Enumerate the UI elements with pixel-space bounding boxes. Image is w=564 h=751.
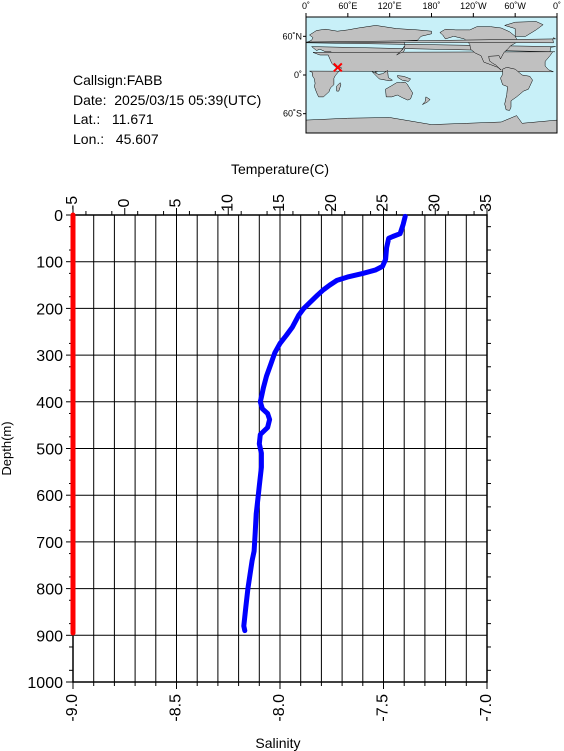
map-lat-label: 60˚S — [283, 109, 302, 119]
temperature-tick-label: -5 — [64, 196, 81, 210]
temperature-tick-label: 25 — [375, 194, 392, 212]
temperature-tick-label: 15 — [271, 194, 288, 212]
map-lon-label: 0˚ — [553, 1, 561, 11]
map-landmass — [306, 37, 557, 44]
callsign-text: Callsign:FABB — [73, 72, 163, 88]
depth-tick-label: 500 — [36, 442, 63, 459]
date-text: Date: 2025/03/15 05:39(UTC) — [73, 91, 262, 108]
latitude-text: Lat.: 11.671 — [73, 111, 154, 127]
map-lon-label: 0˚ — [302, 1, 310, 11]
depth-tick-label: 200 — [36, 301, 63, 318]
salinity-axis-label: Salinity — [255, 735, 300, 751]
station-marker — [333, 62, 343, 73]
map-lon-label: 120˚E — [378, 1, 402, 11]
salinity-tick-label: -8.5 — [168, 694, 185, 722]
map-lon-label: 60˚E — [338, 1, 357, 11]
depth-tick-label: 100 — [36, 255, 63, 272]
station-info: Callsign:FABB Date: 2025/03/15 05:39(UTC… — [73, 71, 261, 149]
temperature-tick-label: 30 — [426, 194, 443, 212]
depth-tick-label: 800 — [36, 582, 63, 599]
depth-tick-label: 300 — [36, 348, 63, 365]
map-landmass — [396, 45, 406, 56]
temperature-tick-label: 10 — [219, 194, 236, 212]
salinity-tick-label: -9.0 — [64, 694, 81, 722]
map-landmass — [500, 67, 533, 111]
map-landmass — [439, 26, 519, 71]
map-landmass — [385, 81, 413, 101]
salinity-tick-label: -7.0 — [478, 694, 495, 722]
depth-tick-label: 0 — [54, 208, 63, 225]
depth-axis-label: Depth(m) — [0, 421, 14, 475]
depth-tick-label: 900 — [36, 628, 63, 645]
depth-tick-label: 1000 — [27, 675, 63, 692]
map-landmass — [371, 70, 394, 82]
map-landmass — [503, 21, 544, 37]
depth-tick-label: 600 — [36, 488, 63, 505]
location-map: 0˚ 60˚E 120˚E 180˚ 120˚W 60˚W 0˚ 60˚N 0˚ 60˚S — [282, 1, 561, 134]
map-landmass — [396, 75, 412, 82]
map-lon-label: 120˚W — [460, 1, 487, 11]
salinity-tick-label: -7.5 — [375, 694, 392, 722]
temperature-tick-label: 20 — [323, 194, 340, 212]
map-lat-label: 60˚N — [282, 31, 302, 41]
temperature-axis-label: Temperature(C) — [231, 161, 329, 177]
temperature-tick-label: 0 — [116, 198, 133, 207]
depth-tick-label: 400 — [36, 395, 63, 412]
temperature-profile-line — [241, 213, 408, 634]
map-landmass — [336, 82, 342, 92]
map-lon-label: 180˚ — [422, 1, 440, 11]
map-landmass — [422, 96, 431, 105]
salinity-tick-label: -8.0 — [271, 694, 288, 722]
longitude-text: Lon.: 45.607 — [73, 130, 159, 147]
depth-tick-label: 700 — [36, 535, 63, 552]
temperature-tick-label: 35 — [478, 194, 495, 212]
map-lon-label: 60˚W — [504, 1, 526, 11]
map-lat-label: 0˚ — [294, 70, 302, 80]
temperature-tick-label: 5 — [168, 198, 185, 207]
